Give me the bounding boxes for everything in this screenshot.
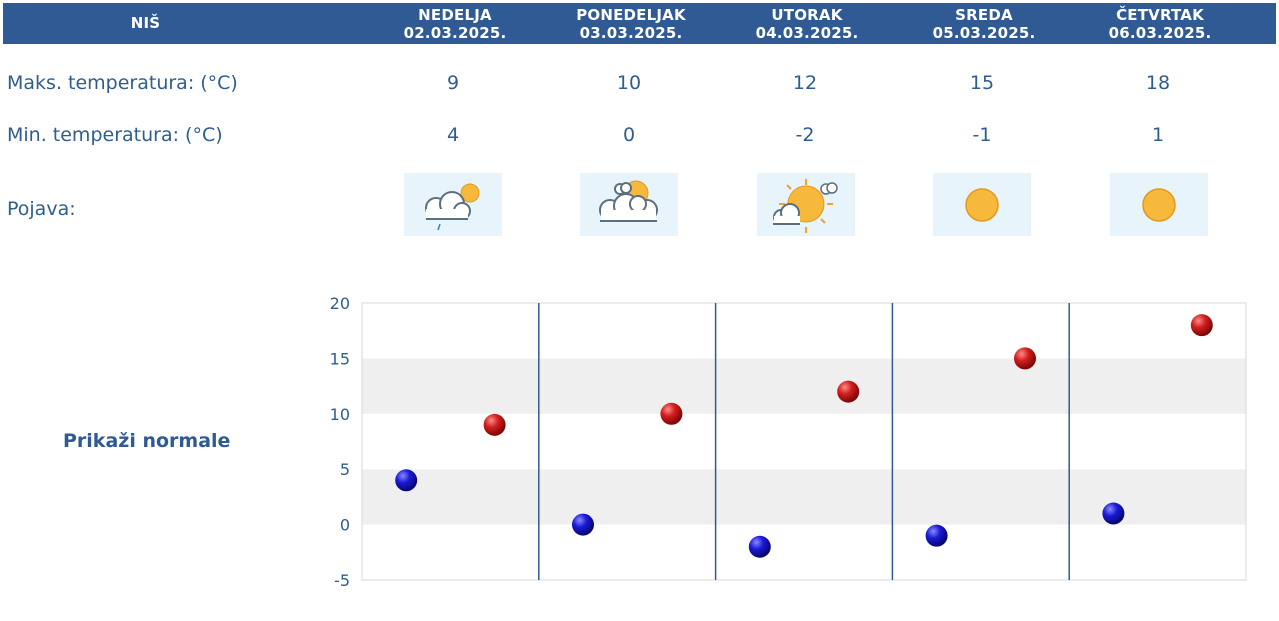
day-header-1: PONEDELJAK 03.03.2025.	[542, 3, 720, 44]
y-tick-label: 15	[330, 349, 350, 368]
y-tick-label: 0	[340, 516, 350, 535]
max-temp-value: 9	[446, 72, 460, 94]
max-temp-point[interactable]	[1014, 347, 1036, 370]
y-tick-label: 20	[330, 294, 350, 313]
max-temp-label: Maks. temperatura: (°C)	[7, 72, 238, 94]
day-header-3: SREDA 05.03.2025.	[895, 3, 1073, 44]
mostly-sunny-icon	[757, 173, 855, 236]
grid-band	[362, 469, 1246, 525]
partly-cloudy-icon	[580, 173, 678, 236]
min-temp-value: -1	[972, 124, 992, 146]
city-name: NIŠ	[130, 14, 161, 32]
day-name: NEDELJA	[418, 6, 492, 24]
min-temp-value: 0	[622, 124, 636, 146]
min-temp-value: -2	[795, 124, 815, 146]
min-temp-point[interactable]	[395, 469, 418, 492]
max-temp-point[interactable]	[483, 413, 506, 436]
max-temp-value: 18	[1145, 72, 1171, 94]
day-header-2: UTORAK 04.03.2025.	[718, 3, 896, 44]
forecast-header: NIŠ NEDELJA 02.03.2025. PONEDELJAK 03.03…	[3, 3, 1276, 44]
grid-band	[362, 358, 1246, 414]
min-temp-point[interactable]	[748, 535, 771, 558]
min-temp-label: Min. temperatura: (°C)	[7, 124, 223, 146]
day-header-4: ČETVRTAK 06.03.2025.	[1071, 3, 1249, 44]
min-temp-point[interactable]	[1102, 502, 1125, 525]
day-date: 04.03.2025.	[755, 24, 859, 42]
min-temp-value: 1	[1151, 124, 1165, 146]
day-date: 03.03.2025.	[579, 24, 683, 42]
min-temp-point[interactable]	[925, 524, 948, 547]
day-date: 05.03.2025.	[932, 24, 1036, 42]
y-tick-label: -5	[334, 571, 350, 590]
day-name: SREDA	[955, 6, 1013, 24]
max-temp-value: 12	[792, 72, 818, 94]
y-tick-label: 10	[330, 405, 350, 424]
sunny-icon	[933, 173, 1031, 236]
max-temp-value: 10	[616, 72, 642, 94]
day-header-0: NEDELJA 02.03.2025.	[366, 3, 544, 44]
day-date: 06.03.2025.	[1108, 24, 1212, 42]
max-temp-point[interactable]	[837, 380, 860, 403]
grid-band	[362, 524, 1246, 580]
show-normals-link[interactable]: Prikaži normale	[63, 430, 231, 452]
grid-band	[362, 303, 1246, 359]
day-date: 02.03.2025.	[403, 24, 507, 42]
day-name: UTORAK	[771, 6, 843, 24]
max-temp-point[interactable]	[1190, 314, 1213, 337]
max-temp-point[interactable]	[660, 402, 683, 425]
day-name: PONEDELJAK	[576, 6, 686, 24]
y-tick-label: 5	[340, 460, 350, 479]
min-temp-point[interactable]	[572, 513, 594, 536]
temperature-chart: 20 15 10 5 0 -5	[330, 294, 1247, 590]
max-temp-value: 15	[969, 72, 995, 94]
plot-frame	[361, 302, 1247, 581]
min-temp-value: 4	[446, 124, 460, 146]
sunny-icon	[1110, 173, 1208, 236]
partly-cloudy-rain-icon	[404, 173, 502, 236]
day-name: ČETVRTAK	[1116, 6, 1204, 24]
grid-band	[362, 413, 1246, 470]
phenomenon-label: Pojava:	[7, 198, 76, 220]
